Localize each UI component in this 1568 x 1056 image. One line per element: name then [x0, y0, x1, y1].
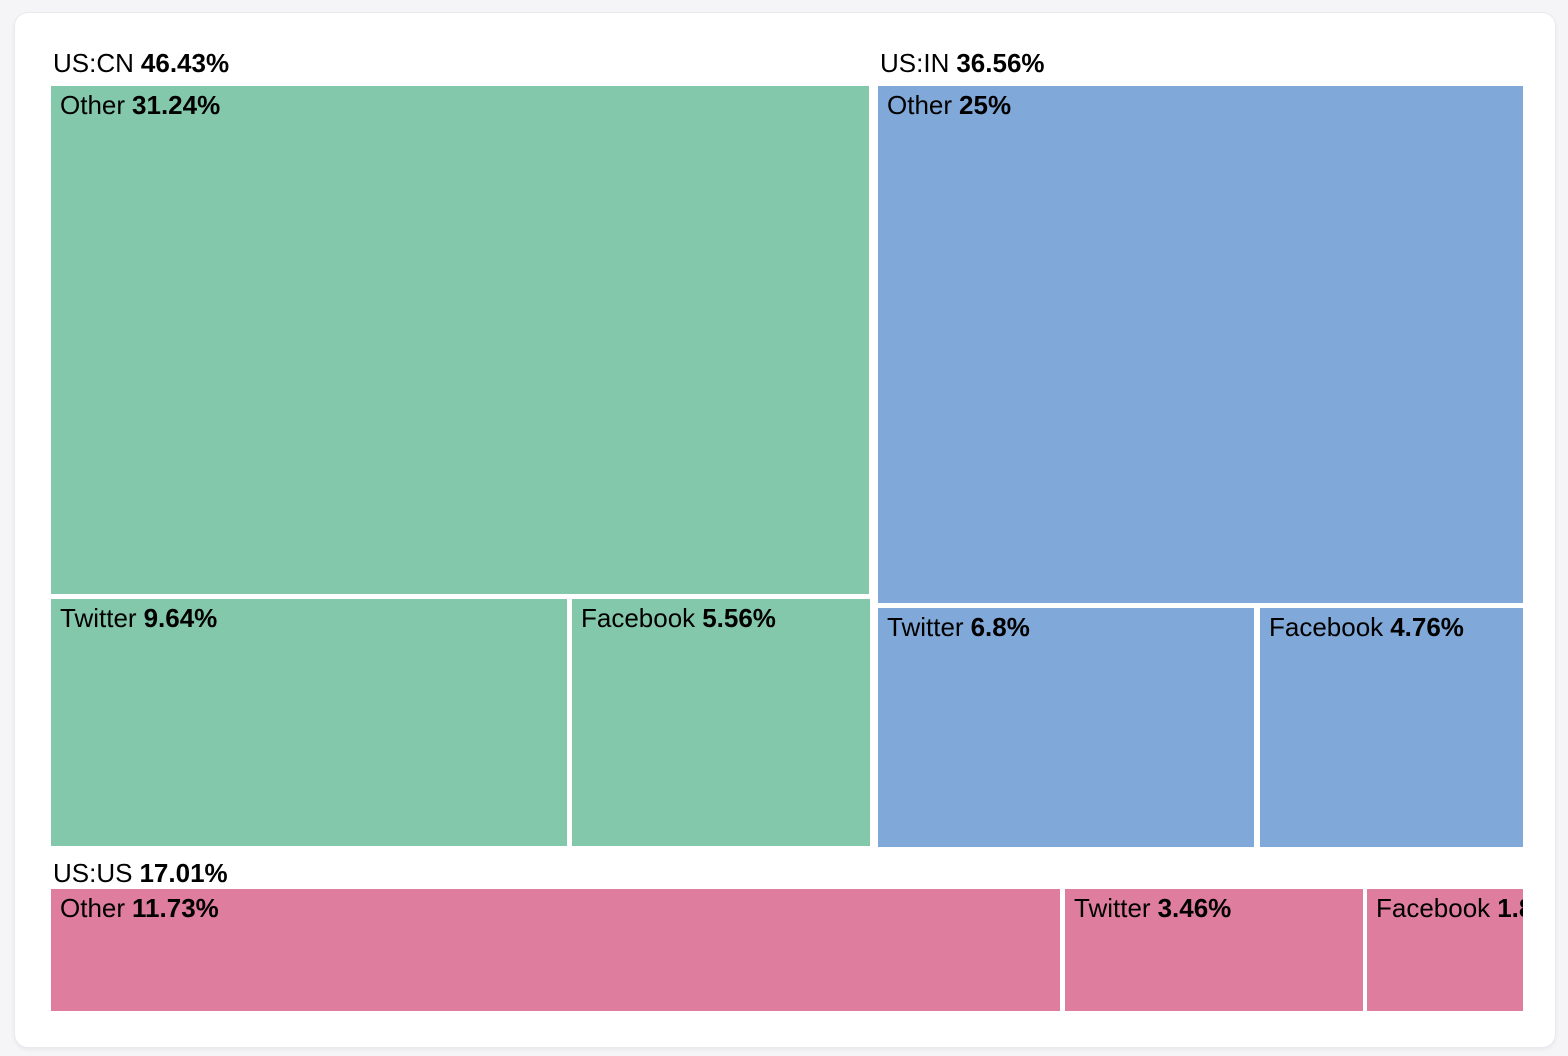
treemap-cell-us-us-other[interactable]: Other 11.73%	[51, 889, 1060, 1011]
cell-value: 17.01%	[139, 858, 228, 888]
cell-label: Other	[60, 893, 126, 923]
treemap-cell-us-us-twitter[interactable]: Twitter 3.46%	[1065, 889, 1363, 1011]
cell-label: Facebook	[1269, 612, 1384, 642]
cell-label: Other	[887, 90, 953, 120]
treemap-cell-us-in-twitter[interactable]: Twitter 6.8%	[878, 608, 1254, 847]
treemap-cell-us-in-other[interactable]: Other 25%	[878, 86, 1523, 603]
cell-label: Twitter	[60, 603, 137, 633]
cell-value: 36.56%	[956, 48, 1045, 78]
group-header-us-cn: US:CN 46.43%	[51, 43, 869, 86]
chart-card: US:CN 46.43% Other 31.24% Twitter 9.64% Facebo…	[14, 12, 1556, 1048]
cell-label: Twitter	[887, 612, 964, 642]
treemap-cell-us-cn-twitter[interactable]: Twitter 9.64%	[51, 599, 567, 846]
cell-label: Facebook	[581, 603, 696, 633]
cell-value: 6.8%	[970, 612, 1030, 642]
cell-value: 5.56%	[702, 603, 776, 633]
cell-label: Twitter	[1074, 893, 1151, 923]
cell-label: Facebook	[1376, 893, 1491, 923]
cell-label: US:IN	[880, 48, 950, 78]
treemap-cell-us-in-facebook[interactable]: Facebook 4.76%	[1260, 608, 1523, 847]
group-header-us-us: US:US 17.01%	[51, 856, 1523, 889]
cell-label: US:CN	[53, 48, 134, 78]
cell-value: 25%	[959, 90, 1012, 120]
cell-value: 11.73%	[132, 893, 219, 923]
cell-value: 3.46%	[1157, 893, 1232, 923]
treemap-cell-us-cn-other[interactable]: Other 31.24%	[51, 86, 869, 594]
cell-value: 1.81%	[1497, 893, 1523, 923]
treemap-cell-us-cn-facebook[interactable]: Facebook 5.56%	[572, 599, 870, 846]
cell-label: Other	[60, 90, 126, 120]
group-header-us-in: US:IN 36.56%	[878, 43, 1523, 86]
cell-value: 31.24%	[132, 90, 221, 120]
cell-value: 9.64%	[143, 603, 218, 633]
cell-value: 46.43%	[140, 48, 230, 78]
cell-label: US:US	[53, 858, 133, 888]
treemap: US:CN 46.43% Other 31.24% Twitter 9.64% Facebo…	[51, 43, 1523, 1011]
cell-value: 4.76%	[1390, 612, 1464, 642]
